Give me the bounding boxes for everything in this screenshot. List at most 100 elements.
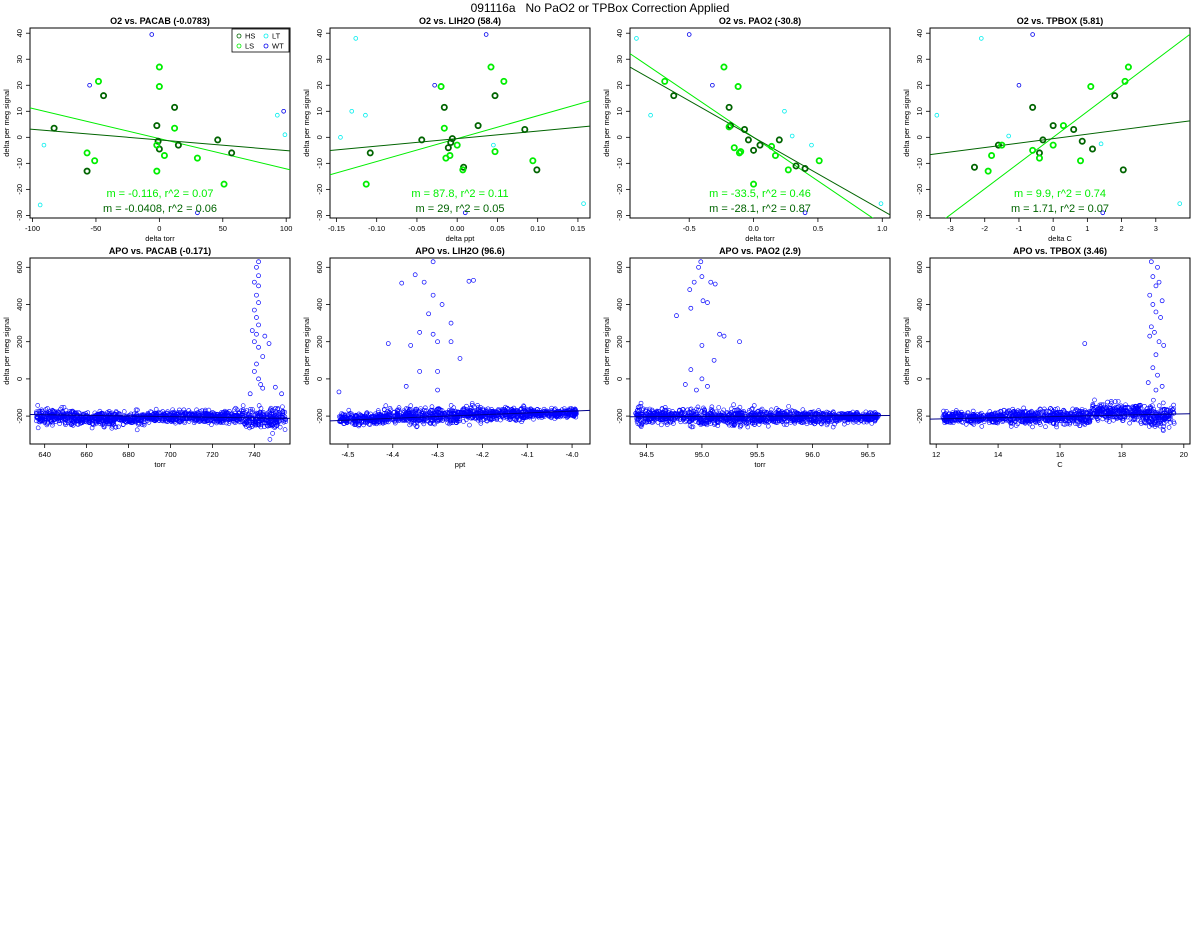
data-point-outlier [705,383,710,389]
data-point-ls [459,166,467,174]
data-point-hs [970,163,978,171]
data-point [569,413,575,418]
data-point [161,411,167,417]
data-point [108,418,114,424]
data-point [165,409,170,414]
data-point-hs [100,92,108,100]
fit-annotation-ls: m = 9.9, r^2 = 0.74 [1014,188,1106,200]
data-point-ls [771,152,779,160]
data-point [825,419,830,424]
x-tick-label: 16 [1056,450,1064,459]
legend-marker-hs [236,33,242,39]
data-point-ls [193,154,201,162]
y-tick-label: 40 [915,29,924,37]
data-point [255,419,261,424]
data-point [92,410,98,416]
plot-area [630,32,890,218]
data-point-outlier [408,343,414,348]
data-point [42,416,48,422]
data-point [552,406,558,412]
x-tick-label: 95.0 [695,450,710,459]
data-point-hs [174,141,182,149]
legend-label-wt: WT [272,42,284,51]
data-point [34,409,39,415]
data-point [687,423,693,429]
regression-line-ls [330,100,590,176]
x-tick-label: 0.00 [450,224,465,233]
x-axis-label: torr [154,460,166,469]
data-point [79,416,85,421]
data-point-outlier [256,259,261,265]
y-tick-label: -200 [615,409,624,424]
data-point-outlier [260,354,266,359]
data-point [68,420,73,426]
x-tick-label: 14 [994,450,1002,459]
data-point [807,417,813,423]
data-point [58,407,63,412]
data-point [566,413,572,418]
data-point [475,405,481,411]
data-point-outlier [688,367,694,372]
data-point-outlier [254,264,259,270]
data-point [724,410,730,415]
y-tick-label: 200 [915,335,924,348]
data-point [98,421,103,427]
y-tick-label: 0 [915,377,924,381]
data-point [45,406,50,411]
data-point [371,419,377,425]
data-point [946,411,951,417]
x-tick-label: 20 [1180,450,1188,459]
data-point-outlier [435,339,440,345]
y-tick-label: -200 [315,409,324,424]
data-point-outlier [421,279,427,285]
data-point-ls [1029,146,1037,154]
data-point [79,419,84,425]
data-point-outlier [699,376,705,382]
data-point [637,407,643,413]
data-point [959,409,964,415]
data-point [255,414,261,419]
panel-title: APO vs. LIH2O (96.6) [415,246,505,256]
data-point [232,407,237,412]
data-point [283,419,288,425]
data-point [958,412,963,417]
data-point [210,410,215,415]
data-point-lt [789,133,795,139]
data-point [445,420,450,426]
data-point [467,422,472,428]
data-point [782,410,787,415]
data-point [561,413,566,419]
data-point-wt [686,32,692,37]
data-point-hs [756,141,764,149]
legend-label-hs: HS [245,32,255,41]
data-point [386,417,392,422]
data-point [702,408,707,413]
data-point [636,408,641,414]
data-point [680,407,686,412]
x-tick-label: -100 [25,224,40,233]
data-point [266,419,272,424]
plot-frame [29,257,291,445]
data-point [972,414,978,420]
regression-line [30,413,290,419]
y-tick-label: 200 [315,335,324,348]
data-point [513,412,518,417]
data-point-ls [437,83,445,91]
data-point [232,420,238,425]
legend-label-ls: LS [245,42,254,51]
data-point-ls [153,167,161,175]
x-tick-label: 12 [932,450,940,459]
data-point [650,415,655,420]
data-point [696,420,701,425]
y-tick-label: 400 [615,298,624,311]
y-tick-label: -10 [15,158,24,169]
data-point-lt [809,142,814,148]
data-point [206,413,212,419]
data-point-outlier [430,259,436,265]
data-point-hs [521,126,529,134]
regression-line [630,414,890,418]
